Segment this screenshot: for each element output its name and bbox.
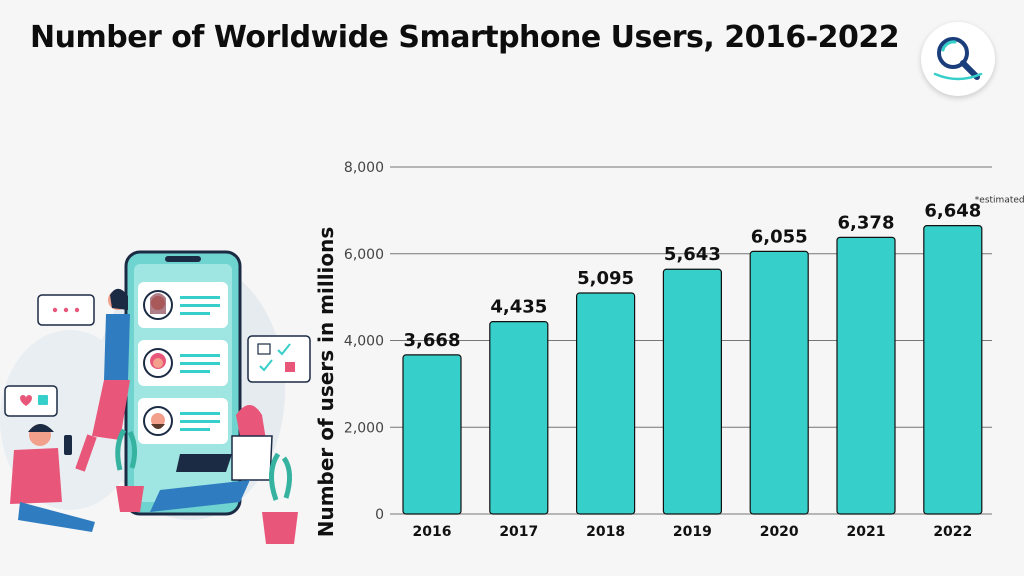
heart-bubble-icon	[4, 385, 58, 417]
y-tick-label: 8,000	[344, 160, 384, 176]
data-label: 6,055	[751, 226, 808, 247]
x-tick-label: 2020	[760, 524, 799, 540]
checklist-bubble-icon	[247, 335, 311, 383]
y-tick-label: 4,000	[344, 334, 384, 350]
y-tick-label: 6,000	[344, 247, 384, 263]
chart-title: Number of Worldwide Smartphone Users, 20…	[30, 20, 900, 55]
x-tick-label: 2018	[586, 524, 625, 540]
x-tick-label: 2021	[847, 524, 886, 540]
x-tick-label: 2022	[933, 524, 972, 540]
data-label: 5,095	[577, 268, 634, 289]
laptop-person-figure	[150, 405, 273, 512]
data-label: 4,435	[490, 297, 547, 318]
data-label: 5,643	[664, 244, 721, 265]
bar-2017	[489, 321, 549, 515]
logo-badge	[921, 22, 995, 96]
x-tick-label: 2017	[499, 524, 538, 540]
profile-card	[138, 398, 228, 444]
chat-bubble-icon	[37, 294, 95, 326]
bar-2016	[402, 354, 462, 515]
bar-2021	[836, 236, 896, 515]
bar-2020	[749, 250, 809, 515]
people-with-smartphones-illustration	[0, 250, 311, 544]
x-tick-label: 2016	[413, 524, 452, 540]
plant-pot-figure	[115, 428, 144, 512]
data-label: 6,378	[838, 212, 895, 233]
data-label: 3,668	[404, 330, 461, 351]
bar-2019	[662, 268, 722, 515]
bar-2022	[923, 225, 983, 515]
standing-person-figure	[75, 288, 130, 472]
magnifier-icon	[933, 37, 983, 81]
plant-pot-figure	[262, 452, 298, 544]
annotation-estimated: *estimated	[975, 196, 1024, 206]
y-tick-label: 2,000	[344, 420, 384, 436]
profile-card	[138, 340, 228, 386]
bar-2018	[576, 292, 636, 515]
profile-card	[138, 282, 228, 328]
y-tick-label: 0	[375, 507, 384, 523]
sitting-person-figure	[10, 424, 95, 532]
x-tick-label: 2019	[673, 524, 712, 540]
data-label: 6,648	[924, 201, 981, 222]
bar-chart: 0 2,000 4,000 6,000 8,000 3,668 2016 4,435 2017 5…	[314, 160, 1024, 540]
y-axis-title: Number of users in millions	[314, 227, 338, 538]
